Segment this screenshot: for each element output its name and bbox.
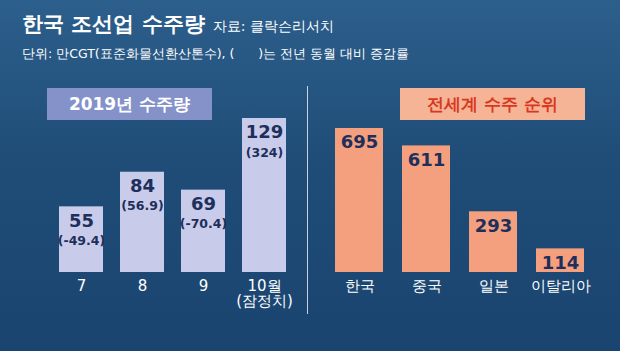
svg-text:55: 55 [69,210,94,231]
svg-text:695: 695 [341,131,379,152]
html-text:한국 조선업 수주량 자료: 클락슨리서치: 한국 조선업 수주량 자료: 클락슨리서치 [22,12,334,36]
svg-text:(324): (324) [246,145,284,160]
html-text:2019년 수주량: 2019년 수주량 [68,94,191,114]
svg-text:이탈리아: 이탈리아 [531,277,591,295]
svg-text:(-49.4): (-49.4) [58,233,105,248]
svg-text:293: 293 [475,215,513,236]
svg-text:69: 69 [191,193,216,214]
svg-text:(56.9): (56.9) [121,198,163,213]
svg-text:중국: 중국 [412,277,442,295]
svg-text:10월(잠정치): 10월(잠정치) [236,277,293,310]
svg-text:7: 7 [77,277,87,295]
svg-text:9: 9 [199,277,209,295]
svg-text:일본: 일본 [479,277,509,295]
svg-text:한국: 한국 [345,277,375,295]
html-text:전세계 수주 순위: 전세계 수주 순위 [427,94,558,114]
svg-text:8: 8 [138,277,148,295]
svg-text:114: 114 [542,252,580,273]
svg-text:129: 129 [246,121,284,142]
svg-text:611: 611 [408,149,446,170]
html-text:단위: 만CGT(표준화물선환산톤수), ( )는 전년 동: 단위: 만CGT(표준화물선환산톤수), ( )는 전년 동월 대비 증감률 [22,46,409,61]
svg-text:84: 84 [130,175,155,196]
svg-text:(-70.4): (-70.4) [180,216,227,231]
